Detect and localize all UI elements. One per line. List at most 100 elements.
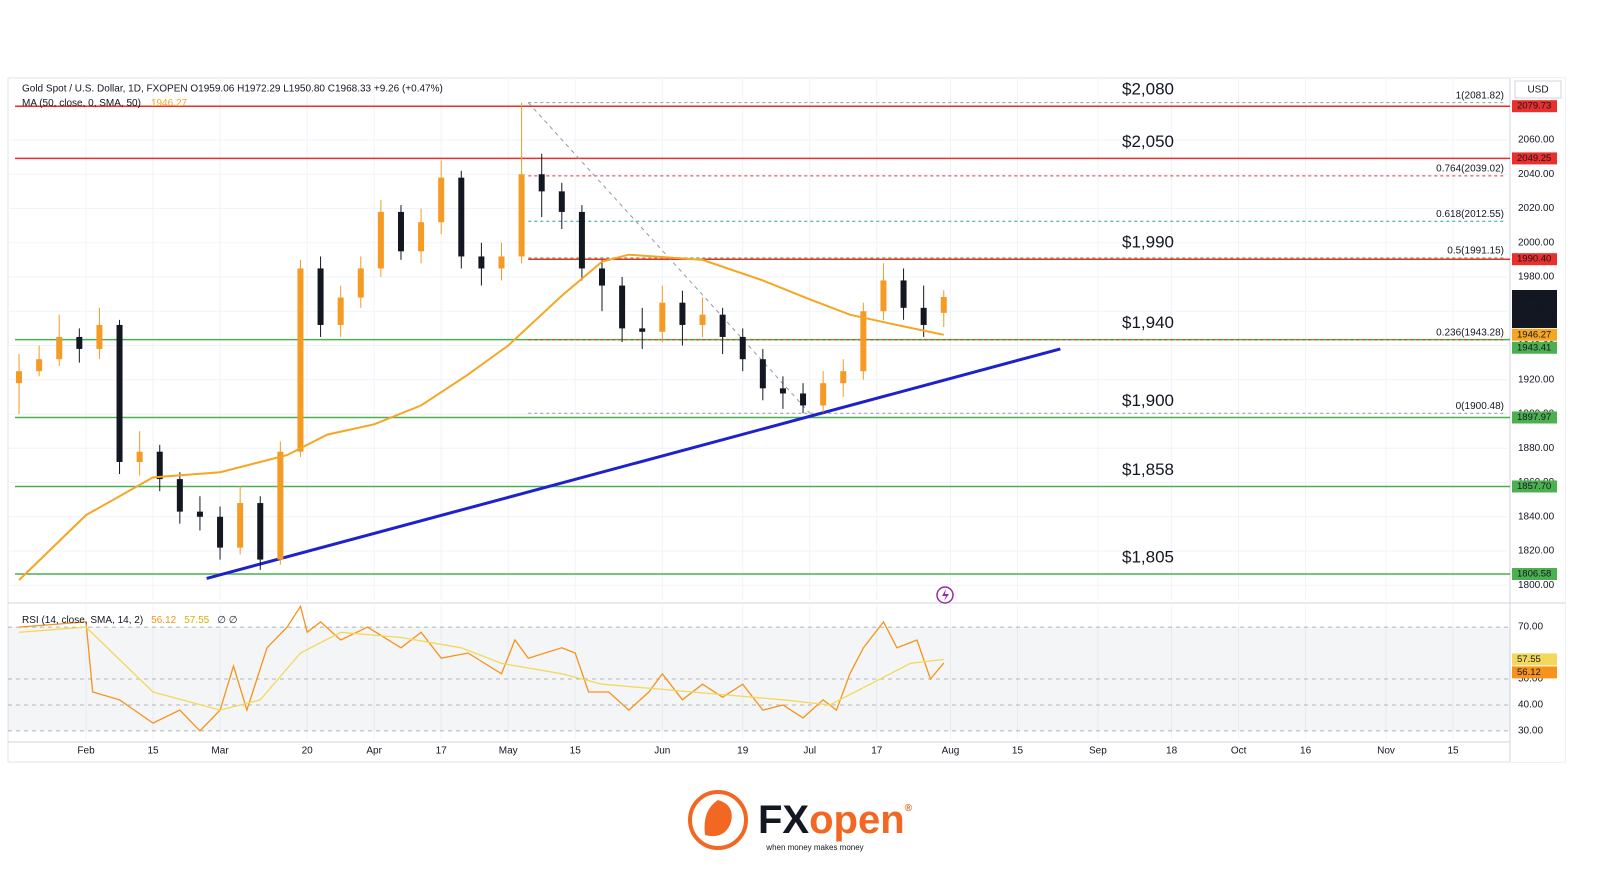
price-tag-label: 1857.70 [1517,481,1551,492]
candle-body [820,383,827,406]
candle-body [759,359,766,389]
x-tick-label: 16 [1300,746,1312,757]
candle-body [679,302,686,325]
rsi-tag [1512,666,1557,679]
candle-body [779,388,786,394]
price-tag [1512,100,1557,113]
rsi-header: RSI (14, close, SMA, 14, 2) 56.12 57.55 ∅ ∅ [22,615,237,626]
candle-body [599,268,606,286]
price-tag [1512,341,1557,354]
x-tick-label: 17 [436,746,448,757]
candle-body [217,516,224,548]
logo-tagline: when money makes money [765,843,863,852]
level-caption: $1,858 [1122,460,1174,479]
level-caption: $2,080 [1122,80,1174,99]
rsi-title: RSI (14, close, SMA, 14, 2) [22,615,143,626]
fib-label: 1(2081.82) [1456,90,1504,101]
candle-body [237,503,244,548]
y-tick-label: 1880.00 [1518,443,1555,454]
y-tick-label: 70.00 [1518,622,1543,633]
candle-body [840,371,847,384]
fib-label: 0.618(2012.55) [1436,209,1504,220]
y-tick-label: 2040.00 [1518,169,1555,180]
candle-body [699,314,706,325]
symbol-header: Gold Spot / U.S. Dollar, 1D, FXOPEN O195… [22,84,443,95]
candle-body [578,211,585,269]
logo-fx-part: FX [758,798,809,842]
y-tick-label: 1840.00 [1518,511,1555,522]
level-caption: $2,050 [1122,132,1174,151]
candle-body [357,268,364,298]
candle-body [116,324,123,462]
x-tick-label: Apr [366,746,382,757]
candle-body [498,256,505,269]
x-tick-label: Nov [1377,746,1395,757]
currency: USD [1527,85,1548,96]
candle-body [639,328,646,332]
rsi-line [18,604,945,732]
ma-name: MA (50, close, 0, SMA, 50) [22,98,141,109]
candle-body [880,280,887,312]
candle-body [16,371,23,384]
rsi-tag-label: 57.55 [1517,654,1541,665]
logo-lion [704,800,732,837]
y-tick-label: 30.00 [1518,726,1543,737]
last-price: 1968.33 [1517,292,1551,303]
price-tag-label: 1897.97 [1517,412,1551,423]
price-tag [1512,328,1557,341]
event-bolt [942,589,949,601]
candle-body [156,451,163,480]
y-tick-label: 1800.00 [1518,580,1555,591]
price-tag [1512,411,1557,424]
candle-body [860,311,867,372]
y-tick-label: 50.00 [1518,674,1543,685]
candle-body [659,302,666,332]
rsi-tag [1512,653,1557,666]
candle-body [940,296,947,313]
candle-body [36,359,43,372]
x-tick-label: Feb [77,746,95,757]
candle-body [317,268,324,325]
currency-box [1514,80,1562,99]
x-tick-label: Jul [803,746,816,757]
ma-header: MA (50, close, 0, SMA, 50) 1946.27 [22,98,188,109]
candle-body [337,297,344,325]
candle-body [558,191,565,212]
price-tag-label: 2049.25 [1517,153,1551,164]
fib-label: 0(1900.48) [1456,401,1504,412]
candle-body [739,336,746,360]
x-tick-label: 15 [1447,746,1459,757]
candle-body [619,285,626,329]
candle-body [196,511,203,517]
price-tag-label: 1990.40 [1517,254,1551,265]
level-caption: $1,805 [1122,547,1174,566]
y-tick-label: 2060.00 [1518,135,1555,146]
last-price-tag [1512,289,1557,328]
candle-body [418,222,425,252]
x-tick-label: Mar [211,746,229,757]
candle-body [538,174,545,192]
x-tick-label: May [499,746,518,757]
candle-body [277,451,284,560]
price-tag-label: 1943.41 [1517,342,1551,353]
y-tick-label: 1820.00 [1518,546,1555,557]
fib-label: 0.764(2039.02) [1436,164,1504,175]
y-tick-label: 1980.00 [1518,272,1555,283]
price-tag-label: 2079.73 [1517,101,1551,112]
x-tick-label: 19 [737,746,749,757]
x-tick-label: 17 [871,746,883,757]
countdown: 06:26:59 [1517,316,1554,327]
candle-body [438,177,445,223]
x-tick-label: 15 [570,746,582,757]
price-tag [1512,568,1557,581]
candle-body [920,307,927,325]
x-tick-label: Jun [654,746,670,757]
x-tick-label: 18 [1166,746,1178,757]
logo-fx: FXopen® [758,798,913,842]
price-tag-label: 1946.27 [1517,329,1551,340]
rsi-null: ∅ ∅ [217,615,237,626]
x-tick-label: Sep [1089,746,1107,757]
candle-body [458,177,465,257]
ma-line [18,253,945,581]
trendline [206,347,1061,580]
